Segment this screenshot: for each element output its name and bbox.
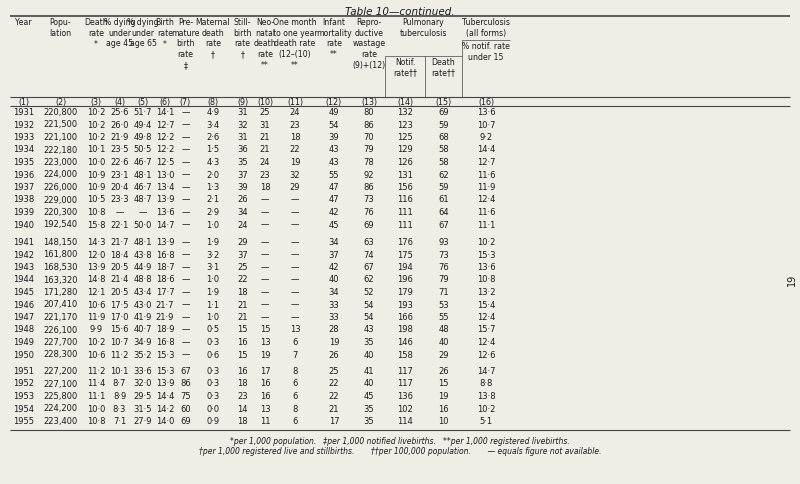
Text: 78: 78 — [364, 158, 374, 167]
Text: 10·8: 10·8 — [86, 417, 106, 426]
Text: —: — — [182, 350, 190, 360]
Text: 23: 23 — [260, 170, 270, 180]
Text: —: — — [291, 313, 299, 322]
Text: 223,000: 223,000 — [43, 158, 78, 167]
Text: 39: 39 — [237, 183, 248, 192]
Text: 10·9: 10·9 — [87, 183, 105, 192]
Text: 16: 16 — [237, 367, 248, 376]
Text: 45: 45 — [364, 392, 374, 401]
Text: 15·3: 15·3 — [156, 350, 174, 360]
Text: 10: 10 — [438, 417, 449, 426]
Text: 18·6: 18·6 — [156, 275, 174, 285]
Text: —: — — [291, 263, 299, 272]
Text: 1952: 1952 — [13, 379, 34, 389]
Text: —: — — [261, 208, 269, 217]
Text: 33·6: 33·6 — [134, 367, 152, 376]
Text: 16·8: 16·8 — [156, 338, 174, 347]
Text: 1934: 1934 — [13, 146, 34, 154]
Text: One month
to one year
death rate
(12–(10)
**: One month to one year death rate (12–(10… — [273, 18, 318, 70]
Text: 17·0: 17·0 — [110, 313, 129, 322]
Text: (11): (11) — [287, 98, 303, 107]
Text: 11·9: 11·9 — [477, 183, 495, 192]
Text: 224,200: 224,200 — [43, 405, 78, 413]
Text: —: — — [261, 301, 269, 309]
Text: 23: 23 — [290, 121, 300, 130]
Text: —: — — [261, 263, 269, 272]
Text: 13·6: 13·6 — [477, 108, 495, 117]
Text: 92: 92 — [364, 170, 374, 180]
Text: —: — — [182, 301, 190, 309]
Text: 1·0: 1·0 — [206, 221, 219, 229]
Text: 13·9: 13·9 — [156, 379, 174, 389]
Text: 10·2: 10·2 — [87, 108, 105, 117]
Text: 11·1: 11·1 — [87, 392, 105, 401]
Text: 125: 125 — [397, 133, 413, 142]
Text: 1955: 1955 — [13, 417, 34, 426]
Text: 40: 40 — [329, 275, 339, 285]
Text: †per 1,000 registered live and stillbirths.       ††per 100,000 population.     : †per 1,000 registered live and stillbirt… — [198, 447, 602, 455]
Text: 207,410: 207,410 — [43, 301, 78, 309]
Text: 32: 32 — [290, 170, 300, 180]
Text: 1·0: 1·0 — [206, 275, 219, 285]
Text: 1953: 1953 — [13, 392, 34, 401]
Text: 3·4: 3·4 — [206, 121, 220, 130]
Text: 1932: 1932 — [13, 121, 34, 130]
Text: 21·9: 21·9 — [156, 313, 174, 322]
Text: 1945: 1945 — [13, 288, 34, 297]
Text: —: — — [291, 288, 299, 297]
Text: 15·4: 15·4 — [477, 301, 495, 309]
Text: 48·8: 48·8 — [134, 275, 152, 285]
Text: Pulmonary
tuberculosis: Pulmonary tuberculosis — [400, 18, 447, 38]
Text: 14·4: 14·4 — [477, 146, 495, 154]
Text: 129: 129 — [397, 146, 413, 154]
Text: 31: 31 — [237, 108, 248, 117]
Text: 36: 36 — [237, 146, 248, 154]
Text: (14): (14) — [397, 98, 413, 107]
Text: 37: 37 — [329, 251, 339, 259]
Text: 79: 79 — [438, 275, 449, 285]
Text: 12·2: 12·2 — [156, 133, 174, 142]
Text: 1·9: 1·9 — [206, 288, 219, 297]
Text: 14·7: 14·7 — [156, 221, 174, 229]
Text: 11·6: 11·6 — [477, 208, 495, 217]
Text: (16): (16) — [478, 98, 494, 107]
Text: 15·7: 15·7 — [477, 326, 495, 334]
Text: 16: 16 — [237, 338, 248, 347]
Text: 42: 42 — [329, 263, 339, 272]
Text: 196: 196 — [397, 275, 413, 285]
Text: 156: 156 — [397, 183, 413, 192]
Text: —: — — [291, 196, 299, 205]
Text: 24: 24 — [260, 158, 270, 167]
Text: 14·1: 14·1 — [156, 108, 174, 117]
Text: —: — — [182, 288, 190, 297]
Text: 54: 54 — [364, 301, 374, 309]
Text: 12·6: 12·6 — [477, 350, 495, 360]
Text: 4·9: 4·9 — [206, 108, 219, 117]
Text: 7: 7 — [292, 350, 298, 360]
Text: 8: 8 — [292, 367, 298, 376]
Text: 12·2: 12·2 — [156, 146, 174, 154]
Text: 21·7: 21·7 — [156, 301, 174, 309]
Text: 227,200: 227,200 — [43, 367, 78, 376]
Text: 2·1: 2·1 — [206, 196, 219, 205]
Text: 15·6: 15·6 — [110, 326, 129, 334]
Text: 0·5: 0·5 — [206, 326, 219, 334]
Text: 10·6: 10·6 — [86, 301, 106, 309]
Text: 54: 54 — [329, 121, 339, 130]
Text: 21·7: 21·7 — [110, 238, 129, 247]
Text: 22: 22 — [238, 275, 248, 285]
Text: 20·5: 20·5 — [110, 263, 129, 272]
Text: 48·7: 48·7 — [134, 196, 152, 205]
Text: 15: 15 — [260, 326, 270, 334]
Text: 43: 43 — [329, 158, 339, 167]
Text: 40: 40 — [364, 379, 374, 389]
Text: 69: 69 — [364, 221, 374, 229]
Text: 13·2: 13·2 — [477, 288, 495, 297]
Text: 23·3: 23·3 — [110, 196, 129, 205]
Text: 63: 63 — [364, 238, 374, 247]
Text: 21·4: 21·4 — [110, 275, 129, 285]
Text: 16: 16 — [260, 392, 270, 401]
Text: 48·1: 48·1 — [134, 170, 152, 180]
Text: 15: 15 — [238, 326, 248, 334]
Text: 49·4: 49·4 — [134, 121, 152, 130]
